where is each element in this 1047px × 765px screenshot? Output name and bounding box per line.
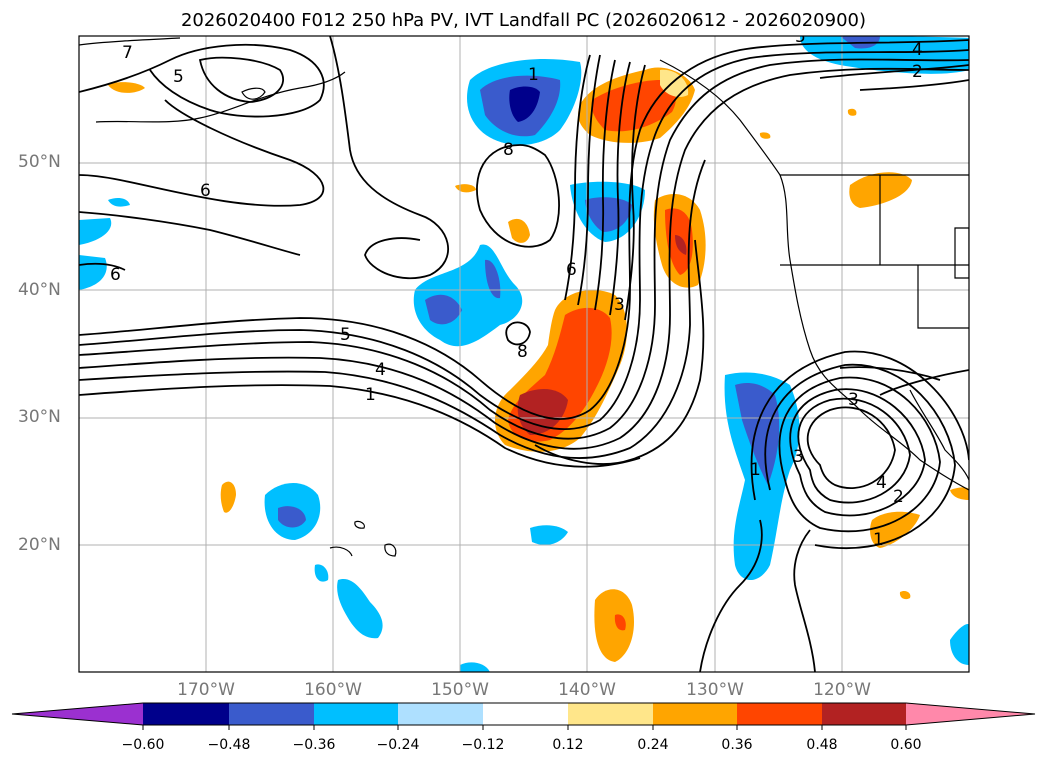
- colorbar-segment: [398, 703, 483, 725]
- contour-label: 3: [793, 447, 804, 467]
- lon-label: 140°W: [558, 680, 616, 700]
- colorbar-segment: [653, 703, 737, 725]
- colorbar-tick-label: −0.12: [461, 737, 505, 753]
- colorbar-tick-label: −0.36: [292, 737, 336, 753]
- lon-label: 170°W: [177, 680, 235, 700]
- contour-label: 1: [528, 65, 539, 85]
- lat-label: 30°N: [18, 407, 61, 427]
- negative-anomalies: [79, 36, 969, 672]
- contour-label: 6: [200, 181, 211, 201]
- colorbar: [11, 702, 1036, 730]
- contour-label: 2: [912, 62, 923, 82]
- colorbar-tick-label: 0.12: [552, 737, 584, 753]
- colorbar-tick-label: 0.48: [806, 737, 838, 753]
- colorbar-segment: [483, 703, 568, 725]
- contour-label-group: 7 5 6 6 5 4 1 1 8 8 6 3 5 4 2 3 3 1 4 2 …: [110, 27, 923, 550]
- contour-label: 6: [110, 265, 121, 285]
- contour-label: 1: [873, 530, 884, 550]
- contour-label: 2: [893, 487, 904, 507]
- lon-label: 150°W: [431, 680, 489, 700]
- map-title: 2026020400 F012 250 hPa PV, IVT Landfall…: [180, 10, 867, 31]
- coastlines: [79, 37, 969, 557]
- map-frame: [78, 35, 970, 673]
- colorbar-tick-label: 0.24: [637, 737, 669, 753]
- lat-label: 50°N: [18, 152, 61, 172]
- colorbar-tick-label: −0.60: [121, 737, 165, 753]
- contour-label: 6: [566, 260, 577, 280]
- contour-label: 4: [876, 473, 887, 493]
- colorbar-segment: [229, 703, 314, 725]
- colorbar-tick-label: 0.60: [890, 737, 922, 753]
- colorbar-tick-label: −0.24: [376, 737, 420, 753]
- contour-label: 4: [375, 360, 386, 380]
- contour-label: 8: [503, 140, 514, 160]
- contour-label: 5: [340, 325, 351, 345]
- colorbar-segment: [822, 703, 906, 725]
- contour-label: 7: [122, 43, 133, 63]
- colorbar-tick-label: 0.36: [721, 737, 753, 753]
- lat-label: 40°N: [18, 280, 61, 300]
- colorbar-segment: [314, 703, 398, 725]
- colorbar-segment: [143, 703, 229, 725]
- lon-label: 120°W: [813, 680, 871, 700]
- contour-label: 5: [173, 67, 184, 87]
- colorbar-tick-label: −0.48: [207, 737, 251, 753]
- graticule: [79, 36, 969, 672]
- colorbar-segment: [568, 703, 653, 725]
- lon-label: 130°W: [686, 680, 744, 700]
- colorbar-segment: [906, 703, 1035, 725]
- contour-label: 8: [517, 342, 528, 362]
- contour-label: 3: [614, 295, 625, 315]
- colorbar-segment: [12, 703, 143, 725]
- colorbar-segment: [737, 703, 822, 725]
- contour-label: 1: [365, 385, 376, 405]
- contour-label: 1: [750, 460, 761, 480]
- contour-label: 4: [912, 40, 923, 60]
- contour-label: 5: [795, 27, 806, 47]
- contour-lines: [79, 36, 969, 672]
- lat-label: 20°N: [18, 535, 61, 555]
- map-area: 7 5 6 6 5 4 1 1 8 8 6 3 5 4 2 3 3 1 4 2 …: [79, 27, 969, 672]
- lon-label: 160°W: [304, 680, 362, 700]
- contour-label: 3: [848, 390, 859, 410]
